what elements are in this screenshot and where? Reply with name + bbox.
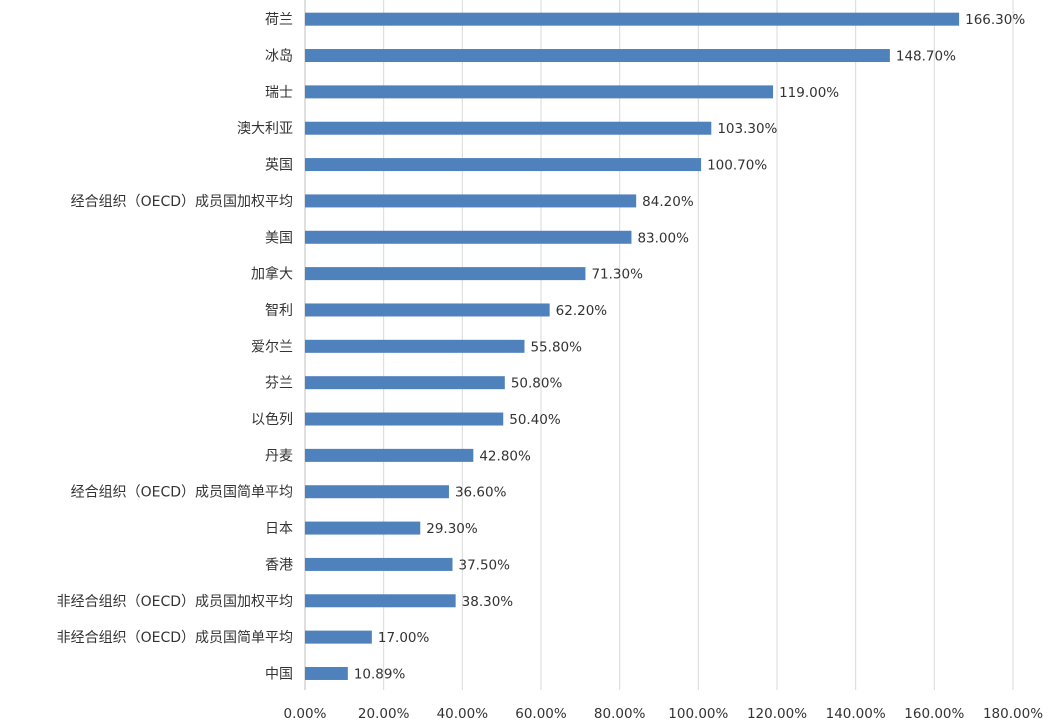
x-tick-label: 60.00% xyxy=(515,706,567,722)
category-label: 非经合组织（OECD）成员国加权平均 xyxy=(57,594,293,610)
value-label: 100.70% xyxy=(707,158,767,174)
bar xyxy=(305,376,505,390)
value-label: 50.40% xyxy=(509,412,561,428)
bar xyxy=(305,12,960,26)
value-label: 10.89% xyxy=(354,666,406,682)
value-label: 36.60% xyxy=(455,485,507,501)
value-label: 119.00% xyxy=(779,85,839,101)
x-tick-label: 20.00% xyxy=(358,706,410,722)
category-label: 日本 xyxy=(265,521,293,537)
bar xyxy=(305,630,372,644)
x-tick-label: 40.00% xyxy=(437,706,489,722)
x-tick-label: 180.00% xyxy=(983,706,1043,722)
value-label: 17.00% xyxy=(378,630,430,646)
category-label: 香港 xyxy=(265,557,293,573)
category-label: 冰岛 xyxy=(265,49,293,65)
value-label: 55.80% xyxy=(530,339,582,355)
category-label: 加拿大 xyxy=(251,266,293,283)
bar xyxy=(305,557,453,571)
category-label: 以色列 xyxy=(251,411,293,428)
x-tick-label: 100.00% xyxy=(668,706,728,722)
category-label: 澳大利亚 xyxy=(237,121,293,137)
x-tick-label: 160.00% xyxy=(904,706,964,722)
bar xyxy=(305,267,586,281)
bar xyxy=(305,121,712,135)
x-axis-tick-labels: 0.00% 20.00% 40.00% 60.00% 80.00% 100.00% 120.… xyxy=(284,706,1044,722)
category-label: 智利 xyxy=(265,303,293,319)
bar xyxy=(305,521,421,535)
value-label: 38.30% xyxy=(462,594,514,610)
bar xyxy=(305,594,456,608)
value-label: 84.20% xyxy=(642,194,694,210)
bar xyxy=(305,85,774,99)
value-label: 166.30% xyxy=(965,12,1025,28)
bar xyxy=(305,485,449,499)
bar xyxy=(305,230,632,244)
gridlines xyxy=(304,0,1014,690)
category-label: 英国 xyxy=(265,157,293,174)
value-label: 83.00% xyxy=(637,230,689,246)
value-label: 62.20% xyxy=(556,303,608,319)
value-label: 103.30% xyxy=(717,121,777,137)
x-tick-label: 80.00% xyxy=(594,706,646,722)
value-label: 37.50% xyxy=(459,557,511,573)
bar xyxy=(305,666,348,680)
bar xyxy=(305,194,637,208)
value-label: 71.30% xyxy=(591,267,643,283)
value-label: 50.80% xyxy=(511,376,563,392)
category-label: 芬兰 xyxy=(265,376,293,392)
value-labels: 166.30% 148.70% 119.00% 103.30% 100.70% 84.20… xyxy=(354,12,1026,682)
bar xyxy=(305,158,702,172)
value-label: 29.30% xyxy=(426,521,478,537)
bar xyxy=(305,448,474,462)
bar xyxy=(305,303,550,317)
bar xyxy=(305,49,890,63)
x-tick-label: 0.00% xyxy=(284,706,327,722)
category-label: 爱尔兰 xyxy=(251,339,293,355)
category-label: 非经合组织（OECD）成员国简单平均 xyxy=(57,629,293,646)
value-label: 42.80% xyxy=(479,448,531,464)
value-label: 148.70% xyxy=(896,49,956,65)
category-labels: 荷兰冰岛瑞士澳大利亚英国经合组织（OECD）成员国加权平均美国加拿大智利爱尔兰芬… xyxy=(57,12,293,682)
bar xyxy=(305,412,504,426)
x-tick-label: 140.00% xyxy=(826,706,886,722)
category-label: 丹麦 xyxy=(265,448,293,464)
category-label: 经合组织（OECD）成员国简单平均 xyxy=(71,484,293,501)
category-label: 美国 xyxy=(265,230,293,246)
bar xyxy=(305,339,525,353)
category-label: 荷兰 xyxy=(265,12,293,28)
category-label: 中国 xyxy=(265,666,293,682)
category-label: 经合组织（OECD）成员国加权平均 xyxy=(71,194,293,210)
category-label: 瑞士 xyxy=(265,85,293,101)
x-tick-label: 120.00% xyxy=(747,706,807,722)
bars xyxy=(305,12,960,680)
